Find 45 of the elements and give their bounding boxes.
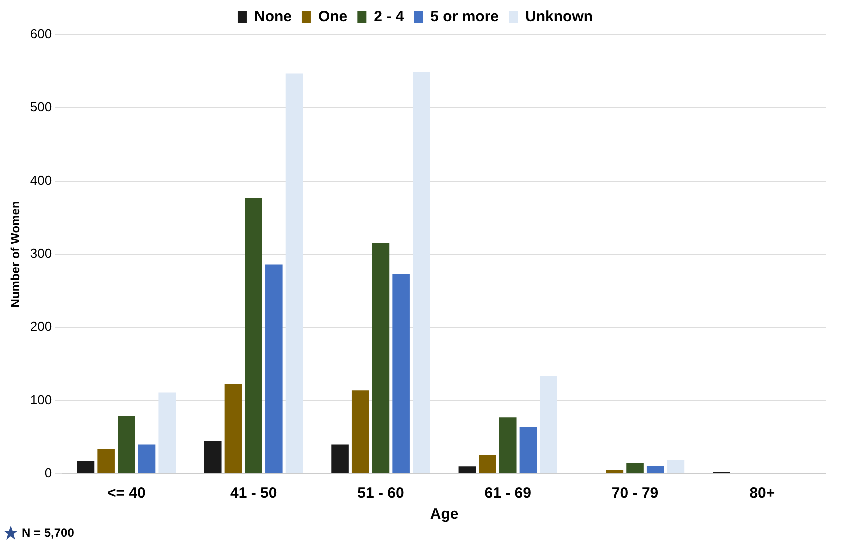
y-tick-label: 0 [44, 466, 52, 481]
text: N = 5,700 [22, 526, 74, 540]
x-tick-label: 41 - 50 [230, 485, 278, 502]
bar [392, 274, 410, 474]
bar [646, 466, 664, 474]
bar [138, 444, 156, 474]
bar [224, 384, 242, 474]
y-axis-title: Number of Women [8, 201, 23, 308]
bar [606, 470, 624, 474]
x-tick-label: 70 - 79 [612, 485, 659, 502]
legend-label: 5 or more [430, 8, 500, 26]
bar [286, 74, 304, 474]
y-tick-label: 200 [30, 319, 52, 334]
y-tick-label: 100 [30, 392, 52, 408]
bar [332, 444, 349, 474]
bar [667, 460, 685, 474]
legend-label: 2 - 4 [374, 8, 405, 26]
bar [540, 376, 558, 474]
bar [158, 392, 176, 474]
x-axis-title: Age [430, 506, 459, 524]
bar [98, 449, 115, 474]
bar [413, 72, 430, 474]
x-tick-label: <= 40 [107, 485, 146, 502]
bar [352, 390, 370, 474]
bar [458, 466, 476, 474]
y-tick-label: 600 [30, 26, 52, 42]
legend-label: None [254, 8, 292, 26]
bar [266, 264, 283, 474]
x-tick-label: 61 - 69 [484, 485, 532, 502]
bar [77, 462, 95, 474]
x-tick-label: 80+ [750, 485, 776, 502]
bar [372, 244, 390, 474]
bar [204, 441, 222, 474]
legend-label: One [318, 8, 348, 26]
bar [245, 198, 262, 474]
bar [118, 416, 136, 474]
y-tick-label: 500 [30, 100, 52, 115]
bar [499, 418, 517, 474]
x-tick-label: 51 - 60 [358, 485, 404, 502]
bar [626, 463, 644, 474]
bar [479, 454, 496, 474]
legend-label: Unknown [526, 8, 594, 26]
y-tick-label: 400 [30, 172, 52, 188]
bar [520, 427, 538, 474]
y-tick-label: 300 [30, 246, 52, 262]
